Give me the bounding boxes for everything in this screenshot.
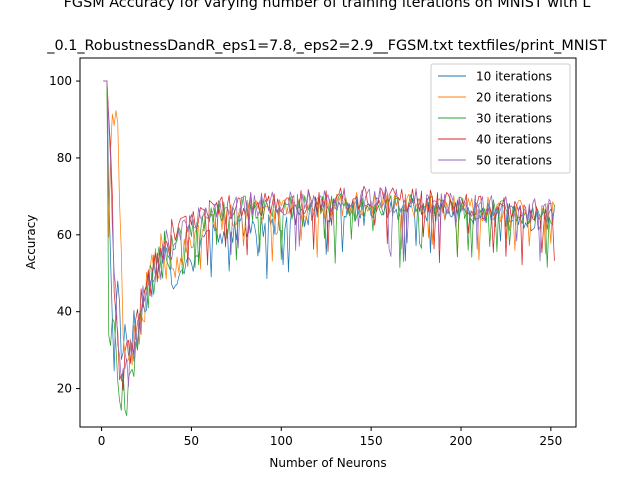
legend-frame xyxy=(430,63,571,174)
series-line-2 xyxy=(103,80,555,366)
y-axis-label: Accuracy xyxy=(24,215,38,270)
x-tick-label: 100 xyxy=(270,434,293,448)
chart-title-line-1: FGSM Accuracy for varying number of trai… xyxy=(64,0,591,11)
legend-label-4: 40 iterations xyxy=(476,133,552,147)
y-tick-label: 20 xyxy=(57,382,72,396)
x-axis-ticks: 0 50 100 150 200 250 xyxy=(98,427,562,448)
x-tick-label: 200 xyxy=(450,434,473,448)
x-tick-label: 0 xyxy=(98,434,106,448)
legend-label-1: 10 iterations xyxy=(476,70,552,84)
series-line-5 xyxy=(103,80,555,387)
legend-label-2: 20 iterations xyxy=(476,91,552,105)
chart-title-line-2: _0.1_RobustnessDandR_eps1=7.8,_eps2=2.9_… xyxy=(46,38,607,54)
legend-label-3: 30 iterations xyxy=(476,112,552,126)
y-axis-ticks: 20 40 60 80 100 xyxy=(49,74,80,396)
legend-label-5: 50 iterations xyxy=(476,154,552,168)
x-tick-label: 150 xyxy=(360,434,383,448)
series-line-3 xyxy=(103,80,555,417)
legend: 10 iterations 20 iterations 30 iterations 4… xyxy=(430,63,571,174)
y-tick-label: 80 xyxy=(57,151,72,165)
series-line-4 xyxy=(103,80,555,391)
x-tick-label: 250 xyxy=(539,434,562,448)
y-tick-label: 100 xyxy=(49,74,72,88)
y-tick-label: 40 xyxy=(57,305,72,319)
x-axis-label: Number of Neurons xyxy=(269,456,386,470)
plot-lines xyxy=(103,80,555,417)
plot-frame xyxy=(79,57,577,428)
y-tick-label: 60 xyxy=(57,228,72,242)
x-tick-label: 50 xyxy=(184,434,199,448)
